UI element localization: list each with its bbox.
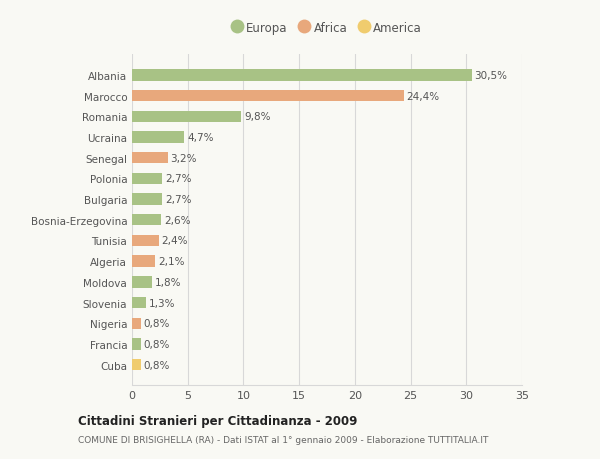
Bar: [132, 91, 404, 102]
Text: 2,4%: 2,4%: [161, 236, 188, 246]
Text: 0,8%: 0,8%: [144, 360, 170, 370]
Text: 1,8%: 1,8%: [155, 277, 181, 287]
Text: 2,7%: 2,7%: [165, 174, 191, 184]
Bar: [132, 70, 472, 81]
Text: 1,3%: 1,3%: [149, 298, 176, 308]
Text: 24,4%: 24,4%: [407, 91, 440, 101]
Bar: [132, 359, 141, 370]
Bar: [132, 132, 184, 143]
Bar: [132, 297, 146, 308]
Bar: [132, 174, 162, 185]
Bar: [132, 277, 152, 288]
Text: Cittadini Stranieri per Cittadinanza - 2009: Cittadini Stranieri per Cittadinanza - 2…: [78, 414, 358, 428]
Text: COMUNE DI BRISIGHELLA (RA) - Dati ISTAT al 1° gennaio 2009 - Elaborazione TUTTIT: COMUNE DI BRISIGHELLA (RA) - Dati ISTAT …: [78, 435, 488, 443]
Bar: [132, 194, 162, 205]
Text: 2,7%: 2,7%: [165, 195, 191, 205]
Text: 0,8%: 0,8%: [144, 339, 170, 349]
Text: 2,1%: 2,1%: [158, 257, 185, 267]
Bar: [132, 112, 241, 123]
Text: 0,8%: 0,8%: [144, 319, 170, 329]
Text: 4,7%: 4,7%: [187, 133, 214, 143]
Text: 30,5%: 30,5%: [475, 71, 508, 81]
Text: 9,8%: 9,8%: [244, 112, 271, 122]
Bar: [132, 256, 155, 267]
Bar: [132, 235, 159, 246]
Bar: [132, 215, 161, 226]
Bar: [132, 318, 141, 329]
Text: 3,2%: 3,2%: [170, 153, 197, 163]
Text: 2,6%: 2,6%: [164, 215, 190, 225]
Bar: [132, 153, 167, 164]
Legend: Europa, Africa, America: Europa, Africa, America: [229, 18, 425, 38]
Bar: [132, 339, 141, 350]
